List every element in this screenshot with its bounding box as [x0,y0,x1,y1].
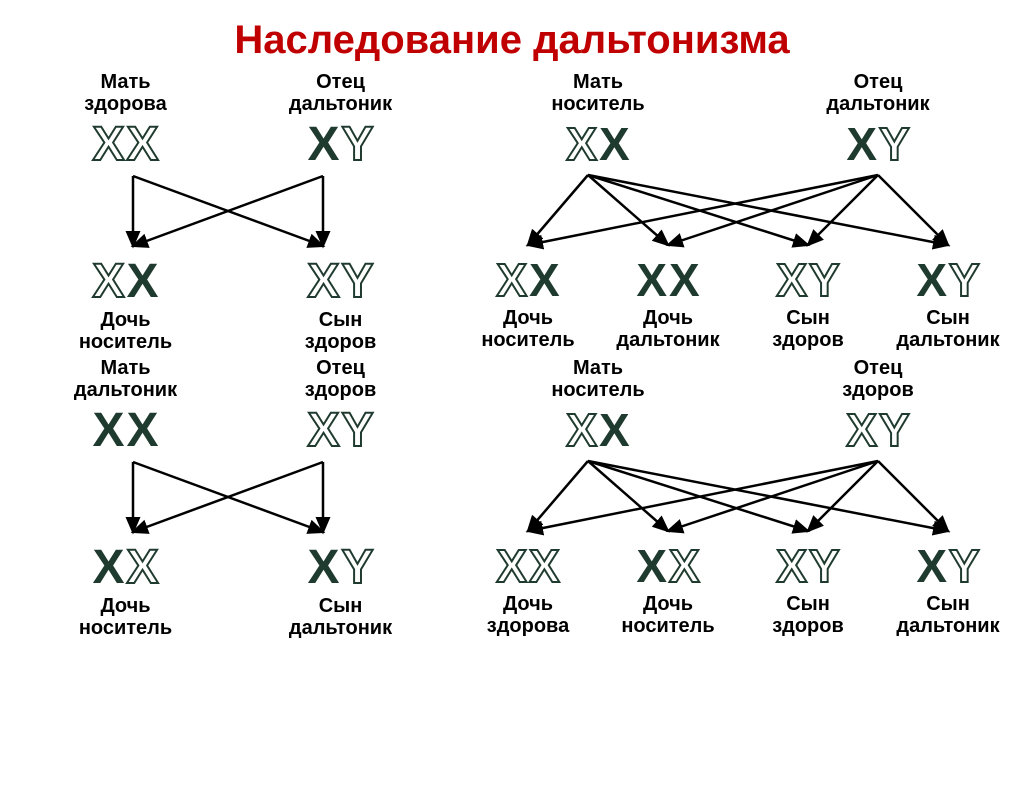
chromosome-letter: X [636,539,667,593]
parent-genotype: XX [458,401,738,457]
chromosome-letter: X [127,403,159,458]
child-label: Сындальтоник [878,593,1018,637]
chromosome-letter: X [669,539,700,593]
child-label: Дочьноситель [18,309,233,353]
chromosome-letter: X [127,540,159,595]
chromosome-letter: Y [879,117,910,171]
child-genotype: XX [18,252,233,309]
chromosome-letter: Y [809,253,840,307]
inheritance-panel: МатьдальтоникОтецздоровXXXY XXXYДочьноси… [18,357,448,639]
parent-label: Матьздорова [18,71,233,115]
chromosome-letter: X [307,254,339,309]
parent-label: Отецздоров [233,357,448,401]
chromosome-letter: X [496,253,527,307]
chromosome-letter: X [92,117,124,172]
child-genotype: XY [878,537,1018,593]
chromosome-letter: X [916,253,947,307]
chromosome-letter: X [127,117,159,172]
child-label: Дочьноситель [458,307,598,351]
inheritance-arrows [458,457,1018,537]
chromosome-letter: X [566,117,597,171]
chromosome-letter: Y [879,403,910,457]
chromosome-letter: Y [809,539,840,593]
parent-genotype: XY [233,115,448,172]
chromosome-letter: X [92,403,124,458]
inheritance-arrows [18,458,448,538]
chromosome-letter: X [846,403,877,457]
chromosome-letter: Y [342,540,374,595]
chromosome-letter: X [529,253,560,307]
chromosome-letter: X [776,253,807,307]
chromosome-letter: X [846,117,877,171]
chromosome-letter: X [599,403,630,457]
parent-genotype: XY [233,401,448,458]
child-genotype: XX [598,251,738,307]
chromosome-letter: X [529,539,560,593]
chromosome-letter: X [307,540,339,595]
child-genotype: XX [458,251,598,307]
child-label: Дочьздорова [458,593,598,637]
child-label: Дочьноситель [598,593,738,637]
parent-label: Матьноситель [458,357,738,401]
child-label: Дочьдальтоник [598,307,738,351]
inheritance-panel: МатьздороваОтецдальтоникXXXY XXXYДочьнос… [18,71,448,353]
parent-label: Отецздоров [738,357,1018,401]
chromosome-letter: X [776,539,807,593]
child-genotype: XY [738,251,878,307]
inheritance-arrows [458,171,1018,251]
chromosome-letter: Y [342,403,374,458]
child-genotype: XY [878,251,1018,307]
child-label: Дочьноситель [18,595,233,639]
chromosome-letter: Y [949,539,980,593]
chromosome-letter: X [127,254,159,309]
child-genotype: XY [233,538,448,595]
chromosome-letter: X [92,540,124,595]
chromosome-letter: X [669,253,700,307]
chromosome-letter: X [307,117,339,172]
parent-label: Матьноситель [458,71,738,115]
parent-label: Отецдальтоник [738,71,1018,115]
diagram-grid: МатьздороваОтецдальтоникXXXY XXXYДочьнос… [0,71,1024,639]
chromosome-letter: X [307,403,339,458]
child-label: Сынздоров [233,309,448,353]
parent-genotype: XY [738,401,1018,457]
child-genotype: XY [738,537,878,593]
parent-genotype: XX [18,115,233,172]
chromosome-letter: Y [342,254,374,309]
child-label: Сынздоров [738,307,878,351]
parent-label: Отецдальтоник [233,71,448,115]
parent-genotype: XX [458,115,738,171]
inheritance-arrows [18,172,448,252]
chromosome-letter: X [916,539,947,593]
child-label: Сынздоров [738,593,878,637]
chromosome-letter: X [599,117,630,171]
child-genotype: XX [598,537,738,593]
child-label: Сындальтоник [878,307,1018,351]
chromosome-letter: X [636,253,667,307]
chromosome-letter: X [566,403,597,457]
child-genotype: XY [233,252,448,309]
chromosome-letter: X [496,539,527,593]
page-title: Наследование дальтонизма [0,18,1024,63]
inheritance-panel: МатьносительОтецдальтоникXXXY XXXXXYXYДо… [458,71,1018,353]
chromosome-letter: Y [342,117,374,172]
child-label: Сындальтоник [233,595,448,639]
chromosome-letter: Y [949,253,980,307]
child-genotype: XX [18,538,233,595]
inheritance-panel: МатьносительОтецздоровXXXY XXXXXYXYДочьз… [458,357,1018,639]
parent-genotype: XX [18,401,233,458]
parent-label: Матьдальтоник [18,357,233,401]
chromosome-letter: X [92,254,124,309]
child-genotype: XX [458,537,598,593]
parent-genotype: XY [738,115,1018,171]
